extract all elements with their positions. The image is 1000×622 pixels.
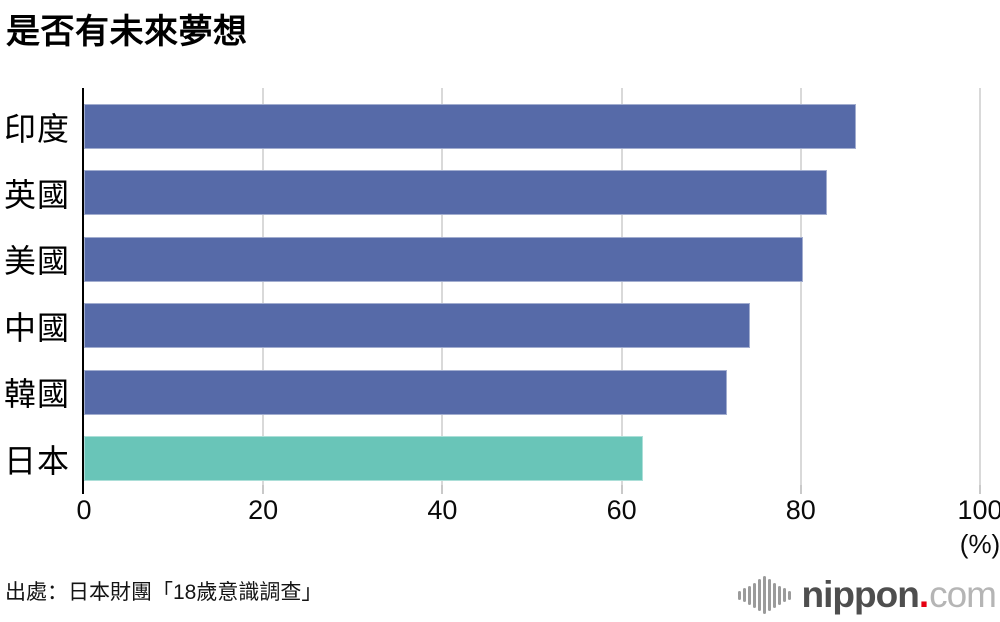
tick-mark-40 — [441, 485, 444, 494]
bar-中國 — [84, 303, 750, 349]
nippon-com-logo: nippon . com — [737, 572, 997, 618]
category-label-美國: 美國 — [4, 243, 71, 280]
bar-韓國 — [84, 369, 728, 415]
gridline-40 — [441, 88, 444, 485]
tick-mark-80 — [799, 485, 802, 494]
tick-label-20: 20 — [248, 495, 279, 525]
category-label-韓國: 韓國 — [4, 376, 71, 413]
source-credit: 出處：日本財團「18歲意識調查」 — [5, 581, 323, 604]
tick-label-80: 80 — [785, 495, 816, 525]
tick-mark-100 — [979, 485, 981, 494]
tick-label-0: 0 — [76, 495, 92, 525]
bar-日本 — [84, 436, 644, 481]
category-label-中國: 中國 — [4, 309, 71, 346]
bar-美國 — [84, 236, 803, 282]
logo-red-dot: . — [918, 574, 930, 615]
tick-mark-60 — [620, 485, 623, 494]
gridline-100 — [979, 88, 981, 485]
plot-area: (%) 0 20 40 60 80 100 — [76, 88, 1000, 559]
tick-label-100: 100 — [957, 495, 1000, 525]
chart-title: 是否有未來夢想 — [6, 13, 248, 51]
logo-text: nippon . com — [801, 574, 997, 616]
bar-英國 — [84, 170, 827, 216]
bar-印度 — [84, 104, 857, 149]
tick-mark-20 — [262, 485, 265, 494]
soundwave-bars-icon — [737, 575, 791, 615]
tick-label-40: 40 — [427, 495, 458, 525]
category-labels: 印度英國美國中國韓國日本 — [4, 88, 82, 485]
axis-unit-label: (%) — [959, 529, 1000, 559]
y-axis-line — [82, 88, 84, 494]
gridline-60 — [620, 88, 623, 485]
gridline-20 — [262, 88, 265, 485]
category-label-英國: 英國 — [4, 176, 71, 213]
category-label-日本: 日本 — [4, 442, 71, 479]
logo-name: nippon — [801, 574, 920, 615]
tick-label-60: 60 — [606, 495, 637, 525]
gridline-80 — [799, 88, 802, 485]
category-label-印度: 印度 — [4, 110, 71, 147]
logo-tld: com — [929, 574, 997, 615]
